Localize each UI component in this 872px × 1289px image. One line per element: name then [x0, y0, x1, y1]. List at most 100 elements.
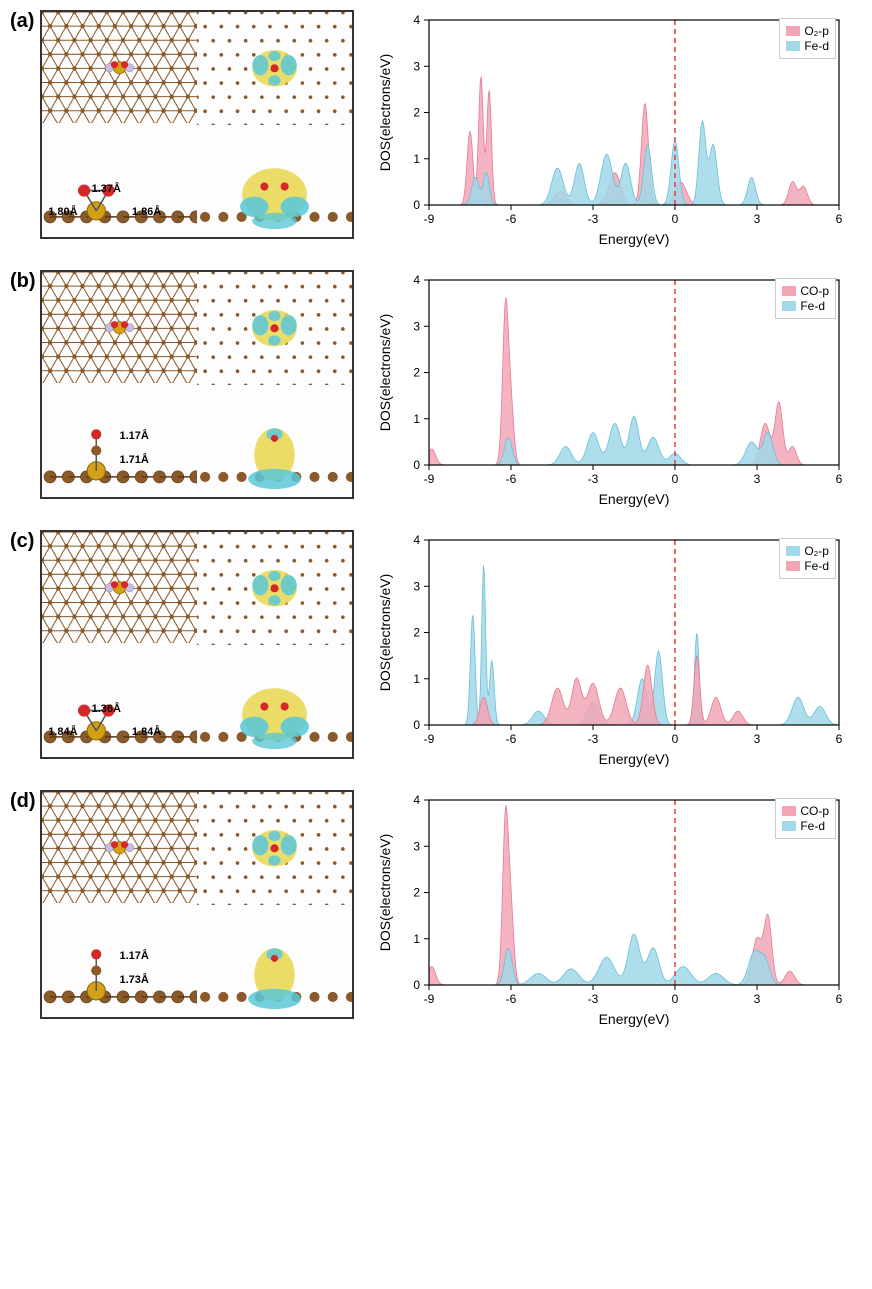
svg-text:3: 3 [754, 472, 761, 486]
svg-text:4: 4 [413, 533, 420, 547]
bond-length-label: 1.17Å [120, 950, 149, 962]
cdd-top-view [197, 532, 352, 645]
legend-label: Fe-d [800, 299, 825, 313]
legend-item: CO-p [782, 804, 829, 818]
legend-item: Fe-d [786, 559, 829, 573]
structure-side-view: 1.17Å 1.73Å [42, 905, 197, 1018]
legend-label: CO-p [800, 804, 829, 818]
legend-label: Fe-d [804, 39, 829, 53]
cdd-top-view [197, 792, 352, 905]
svg-text:-6: -6 [506, 472, 517, 486]
svg-text:-3: -3 [588, 732, 599, 746]
svg-text:-3: -3 [588, 992, 599, 1006]
structure-top-view [42, 12, 197, 125]
dos-chart: -9-6-303601234Energy(eV)DOS(electrons/eV… [374, 530, 854, 770]
bond-length-label: 1.71Å [120, 454, 149, 466]
legend-label: Fe-d [800, 819, 825, 833]
svg-text:DOS(electrons/eV): DOS(electrons/eV) [377, 54, 393, 171]
svg-text:Energy(eV): Energy(eV) [599, 751, 670, 767]
cdd-top-view [197, 12, 352, 125]
svg-text:Energy(eV): Energy(eV) [599, 231, 670, 247]
legend-item: Fe-d [786, 39, 829, 53]
chart-legend: O₂-p Fe-d [779, 18, 836, 59]
chart-legend: CO-p Fe-d [775, 278, 836, 319]
svg-text:Energy(eV): Energy(eV) [599, 1011, 670, 1027]
structure-figure: 1.37Å 1.80Å 1.86Å [40, 10, 354, 239]
svg-text:1: 1 [413, 672, 420, 686]
svg-text:3: 3 [413, 579, 420, 593]
svg-text:3: 3 [754, 212, 761, 226]
legend-item: O₂-p [786, 24, 829, 38]
svg-text:Energy(eV): Energy(eV) [599, 491, 670, 507]
svg-text:2: 2 [413, 886, 420, 900]
panel-c: (c) 1.36Å1.84Å1.84Å [10, 530, 872, 770]
svg-text:0: 0 [413, 198, 420, 212]
svg-text:0: 0 [672, 472, 679, 486]
structure-figure: 1.17Å 1.73Å [40, 790, 354, 1019]
svg-text:4: 4 [413, 273, 420, 287]
bond-length-label: 1.80Å [48, 206, 77, 218]
svg-text:1: 1 [413, 152, 420, 166]
svg-text:DOS(electrons/eV): DOS(electrons/eV) [377, 314, 393, 431]
bond-length-label: 1.86Å [132, 206, 161, 218]
legend-label: O₂-p [804, 24, 829, 38]
structure-side-view: 1.37Å 1.80Å 1.86Å [42, 125, 197, 238]
svg-text:-6: -6 [506, 212, 517, 226]
svg-text:-9: -9 [424, 472, 435, 486]
bond-length-label: 1.84Å [132, 726, 161, 738]
svg-text:-9: -9 [424, 732, 435, 746]
legend-item: Fe-d [782, 819, 829, 833]
structure-figure: 1.36Å1.84Å1.84Å [40, 530, 354, 759]
bond-length-label: 1.84Å [48, 726, 77, 738]
cdd-top-view [197, 272, 352, 385]
svg-text:2: 2 [413, 106, 420, 120]
svg-text:3: 3 [754, 732, 761, 746]
legend-label: Fe-d [804, 559, 829, 573]
legend-item: O₂-p [786, 544, 829, 558]
structure-side-view: 1.17Å1.71Å [42, 385, 197, 498]
panel-label: (b) [10, 270, 40, 293]
svg-text:-9: -9 [424, 992, 435, 1006]
svg-text:4: 4 [413, 793, 420, 807]
panel-label: (c) [10, 530, 40, 553]
structure-top-view [42, 272, 197, 385]
structure-figure: 1.17Å1.71Å [40, 270, 354, 499]
svg-text:-6: -6 [506, 732, 517, 746]
svg-text:-6: -6 [506, 992, 517, 1006]
svg-text:-3: -3 [588, 212, 599, 226]
svg-text:DOS(electrons/eV): DOS(electrons/eV) [377, 574, 393, 691]
structure-top-view [42, 792, 197, 905]
panel-label: (d) [10, 790, 40, 813]
structure-side-view: 1.36Å1.84Å1.84Å [42, 645, 197, 758]
svg-text:0: 0 [672, 212, 679, 226]
svg-text:0: 0 [672, 732, 679, 746]
svg-text:-9: -9 [424, 212, 435, 226]
svg-text:2: 2 [413, 626, 420, 640]
bond-length-label: 1.73Å [120, 974, 149, 986]
svg-text:2: 2 [413, 366, 420, 380]
svg-text:3: 3 [413, 319, 420, 333]
svg-text:4: 4 [413, 13, 420, 27]
svg-text:6: 6 [836, 992, 843, 1006]
panel-d: (d) 1.17Å 1.73Å [10, 790, 872, 1030]
chart-legend: CO-p Fe-d [775, 798, 836, 839]
svg-text:DOS(electrons/eV): DOS(electrons/eV) [377, 834, 393, 951]
svg-text:6: 6 [836, 212, 843, 226]
cdd-side-view [197, 905, 352, 1018]
svg-text:3: 3 [754, 992, 761, 1006]
bond-length-label: 1.37Å [92, 183, 121, 195]
svg-text:-3: -3 [588, 472, 599, 486]
svg-text:0: 0 [413, 978, 420, 992]
panel-a: (a) 1.37Å 1.80Å 1.86Å [10, 10, 872, 250]
structure-top-view [42, 532, 197, 645]
legend-item: Fe-d [782, 299, 829, 313]
cdd-side-view [197, 125, 352, 238]
cdd-side-view [197, 645, 352, 758]
svg-text:0: 0 [672, 992, 679, 1006]
cdd-side-view [197, 385, 352, 498]
svg-text:3: 3 [413, 839, 420, 853]
panel-label: (a) [10, 10, 40, 33]
svg-text:0: 0 [413, 718, 420, 732]
dos-chart: -9-6-303601234Energy(eV)DOS(electrons/eV… [374, 790, 854, 1030]
chart-legend: O₂-p Fe-d [779, 538, 836, 579]
